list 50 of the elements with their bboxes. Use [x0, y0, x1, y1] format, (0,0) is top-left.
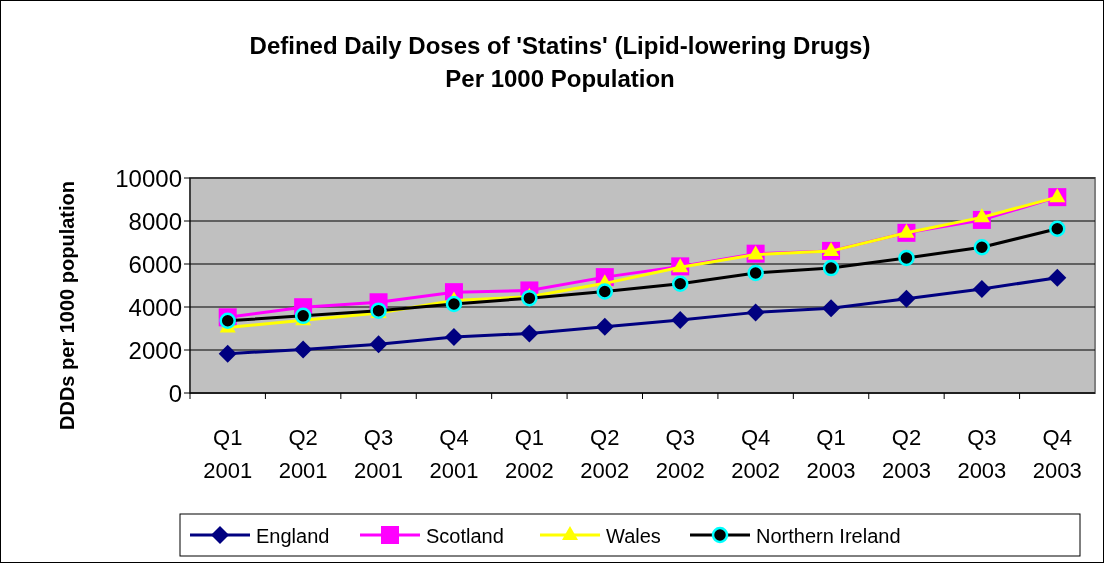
point [369, 335, 388, 354]
point [822, 259, 840, 277]
x-tick-label: Q3 2001 [354, 425, 404, 483]
x-tick-label: Q2 2002 [580, 425, 630, 483]
x-tick-label: Q2 2001 [278, 425, 328, 483]
point [596, 283, 614, 300]
point [898, 223, 915, 238]
x-tick-label: Q2 2003 [881, 425, 931, 483]
y-tick-label: 2000 [128, 337, 182, 364]
legend-label: Wales [606, 525, 661, 547]
x-tick-label: Q4 2001 [429, 425, 479, 483]
point [294, 307, 312, 325]
point [444, 327, 463, 346]
y-tick-label: 8000 [128, 208, 182, 235]
legend-label: Northern Ireland [756, 525, 901, 547]
y-tick-label: 0 [168, 380, 182, 407]
legend-label: England [256, 525, 330, 547]
point [218, 344, 237, 363]
x-tick-label: Q1 2003 [806, 425, 856, 483]
point [671, 311, 690, 330]
point [973, 238, 991, 256]
point [445, 295, 463, 313]
x-tick-label: Q3 2002 [655, 425, 705, 483]
y-tick-label: 4000 [128, 294, 182, 321]
point [219, 312, 236, 330]
point [746, 303, 765, 322]
point [1049, 188, 1066, 203]
y-tick-label: 10000 [115, 165, 182, 192]
legend-label: Scotland [426, 525, 504, 547]
point [897, 289, 916, 308]
point [972, 279, 991, 298]
point [294, 340, 313, 359]
x-tick-label: Q1 2001 [203, 425, 253, 483]
point [822, 299, 841, 318]
point [595, 317, 614, 336]
point [1048, 268, 1067, 287]
x-tick-label: Q4 2002 [731, 425, 781, 483]
point [747, 264, 764, 282]
point [1049, 220, 1066, 237]
x-tick-label: Q1 2002 [504, 425, 554, 483]
point [898, 249, 915, 267]
y-tick-label: 6000 [128, 251, 182, 278]
point [671, 275, 689, 293]
point [973, 208, 990, 223]
x-tick-label: Q3 2003 [957, 425, 1007, 483]
point [520, 324, 539, 343]
point [521, 289, 538, 307]
chart-title: Defined Daily Doses of 'Statins' (Lipid-lowering Drugs) Per 1000 Population [249, 32, 871, 92]
y-axis-title: DDDs per 1000 population [56, 181, 78, 430]
x-tick-label: Q4 2003 [1032, 425, 1082, 483]
